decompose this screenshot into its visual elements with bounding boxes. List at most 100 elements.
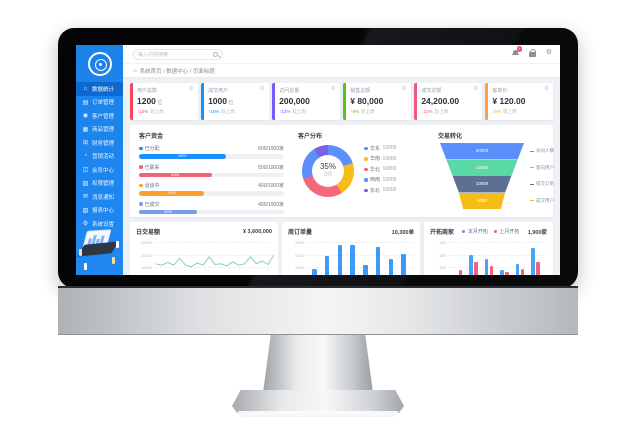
bar-group-0	[454, 269, 462, 275]
donut-legend-item-1: 华南 10000	[364, 154, 396, 165]
marketing-icon: ◔	[83, 153, 88, 160]
kpi-delta-value: ↑10%	[137, 108, 149, 114]
breadcrumb-path: 系统首页 / 数据中心 / 页面标题	[139, 68, 215, 75]
kpi-accent-bar	[485, 83, 488, 120]
kpi-delta: ↑10% 较上周	[137, 109, 193, 115]
y-axis-tick: 30000	[140, 240, 152, 245]
search-input[interactable]: 输入内容搜索	[133, 48, 223, 60]
bar-previous	[489, 265, 493, 275]
kpi-accent-bar	[343, 83, 346, 120]
gridline	[306, 254, 412, 256]
illustration-person-icon	[112, 257, 115, 264]
donut-legend-label: 华东	[370, 145, 381, 152]
funnel-chart: 20000 15000 10000 5000	[440, 143, 524, 209]
merchants-title: 开拓商家	[430, 230, 455, 236]
gear-icon[interactable]: ⚙	[259, 86, 265, 92]
kpi-delta: ↑10% 较上周	[208, 109, 264, 115]
gridline	[154, 267, 270, 269]
donut-legend-item-2: 华北 10000	[364, 164, 396, 175]
kpi-card-0[interactable]: 用户总数 ⚙ 1200 位 ↑10% 较上周	[130, 83, 198, 120]
merchants-legend-item-0: 本月开拓	[462, 228, 488, 235]
kpi-card-5[interactable]: 客单价 ⚙ ¥ 120.00 ↑5% 较上周	[485, 83, 553, 120]
bar-group-1	[469, 255, 478, 275]
kpi-delta-note: 较上周	[292, 108, 306, 114]
kpi-card-1[interactable]: 成交用户 ⚙ 1000 位 ↑10% 较上周	[201, 83, 269, 120]
bar-3	[350, 244, 355, 275]
progress-track: 60%	[139, 153, 284, 159]
donut-center-value: 35%	[319, 162, 336, 171]
home-icon[interactable]: ⌂	[133, 67, 137, 74]
sidebar-item-4[interactable]: ⊞ 财务管理	[76, 136, 123, 150]
sidebar-item-3[interactable]: ▦ 商品管理	[76, 123, 123, 137]
permission-icon: ▧	[82, 180, 89, 187]
kpi-delta: ↓22% 较上周	[421, 109, 477, 115]
donut-legend-label: 西南	[370, 177, 381, 184]
bar-5	[375, 247, 381, 275]
settings-icon: ⚙	[82, 221, 89, 228]
legend-dot-icon	[139, 146, 143, 150]
sidebar-item-label: 客户管理	[92, 113, 115, 120]
bar-current	[531, 247, 535, 275]
kpi-label: 访问总量	[279, 88, 300, 94]
kpi-delta-value: ↑10%	[208, 108, 220, 114]
illustration-person-icon	[84, 263, 87, 270]
funnel-step-label-0: 访问人数	[530, 143, 554, 160]
weekly-bars	[308, 240, 410, 275]
y-axis-tick: 900	[439, 240, 446, 245]
gear-icon[interactable]: ⚙	[472, 86, 478, 92]
kpi-delta: ↑8% 较上周	[350, 109, 406, 115]
sidebar: ⌂ 数据统计 ▤ 订单管理 ◉ 客户管理 ▦ 商品管理 ⊞ 财务管理 ◔ 营销活动 ◫ 会员中心 ▧ 权限管理…	[76, 45, 123, 275]
donut-legend-value: 10000	[382, 155, 397, 162]
sidebar-item-1[interactable]: ▤ 订单管理	[76, 96, 123, 110]
sidebar-item-10[interactable]: ⚙ 系统设置	[76, 217, 123, 231]
order-icon: ▤	[82, 99, 89, 106]
search-icon[interactable]	[213, 51, 218, 57]
donut-legend-label: 东北	[370, 187, 381, 194]
kpi-value: ¥ 120.00	[492, 96, 526, 106]
kpi-delta-value: ↑12%	[279, 108, 291, 114]
monitor-stand-base-shine	[238, 411, 398, 417]
illustration-person-icon	[79, 249, 82, 256]
sidebar-item-0[interactable]: ⌂ 数据统计	[76, 82, 123, 96]
lock-icon[interactable]	[529, 48, 536, 57]
donut-legend-value: 10000	[382, 187, 397, 194]
notification-badge: 5	[516, 46, 523, 52]
sidebar-item-2[interactable]: ◉ 客户管理	[76, 109, 123, 123]
bar-current	[515, 263, 519, 275]
funnel-title: 交易转化	[438, 134, 463, 140]
chart-icon: ⌂	[83, 85, 88, 92]
gear-icon[interactable]: ⚙	[330, 86, 336, 92]
sidebar-item-7[interactable]: ▧ 权限管理	[76, 177, 123, 191]
gear-icon[interactable]: ⚙	[188, 86, 194, 92]
merchants-bars	[450, 240, 543, 275]
gear-icon[interactable]: ⚙	[401, 86, 407, 92]
funnel-section: 交易转化 20000 15000 10000 5000 访问人数 意向用户 提交订单 成交用…	[438, 131, 560, 209]
kpi-card-2[interactable]: 访问总量 ⚙ 200,000 ↑12% 较上周	[272, 83, 340, 120]
progress-track: 45%	[139, 190, 284, 196]
sidebar-item-label: 订单管理	[92, 100, 115, 107]
gear-icon[interactable]: ⚙	[544, 86, 549, 92]
kpi-value: ¥ 80,000	[350, 96, 384, 106]
notification-bell-icon[interactable]: 5	[512, 46, 523, 56]
sidebar-item-label: 会员中心	[92, 167, 115, 174]
y-axis-tick: 10000	[140, 265, 152, 271]
gear-icon[interactable]: ⚙	[545, 49, 552, 57]
funnel-step-1: 15000	[446, 159, 518, 176]
kpi-value: 1200 位	[137, 96, 163, 106]
donut-legend-item-0: 华东 10000	[364, 143, 396, 154]
sidebar-item-6[interactable]: ◫ 会员中心	[76, 163, 123, 177]
sidebar-item-9[interactable]: ▨ 报表中心	[76, 204, 123, 218]
sidebar-item-8[interactable]: ✉ 消息通知	[76, 190, 123, 204]
legend-dot-icon	[364, 188, 368, 192]
sidebar-item-5[interactable]: ◔ 营销活动	[76, 150, 123, 164]
progress-label: 已分配	[139, 145, 160, 152]
kpi-card-3[interactable]: 销售总额 ⚙ ¥ 80,000 ↑8% 较上周	[343, 83, 411, 120]
y-axis-tick: 600	[439, 252, 446, 258]
weekly-total: 10,300单	[391, 229, 414, 236]
kpi-accent-bar	[414, 83, 417, 120]
search-placeholder: 输入内容搜索	[138, 51, 169, 58]
progress-value: 400/1000家	[258, 201, 284, 208]
illustration-person-icon	[116, 241, 119, 248]
gridline	[448, 242, 545, 243]
kpi-card-4[interactable]: 成交总额 ⚙ 24,200.00 ↓22% 较上周	[414, 83, 482, 120]
